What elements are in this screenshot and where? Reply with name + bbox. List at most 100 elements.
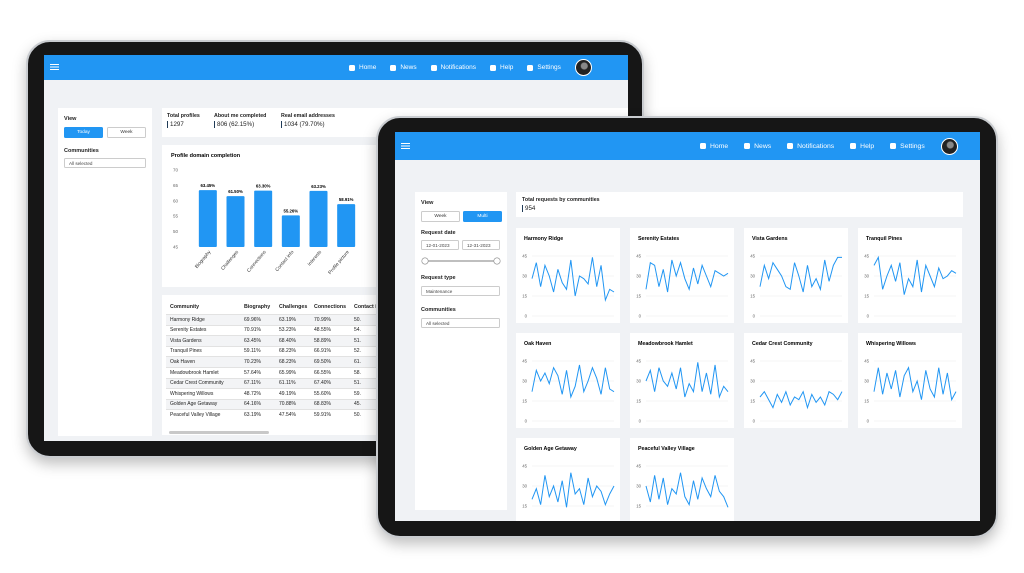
chart-title: Peaceful Valley Village <box>638 446 695 452</box>
data-label: 63.45% <box>201 183 216 188</box>
y-tick-label: 65 <box>173 183 179 188</box>
y-tick-label: 45 <box>636 359 641 364</box>
stat-label: Total profiles <box>167 113 200 119</box>
nav-item[interactable]: Help <box>850 143 874 150</box>
x-tick-label: Challenges <box>220 249 240 272</box>
table-cell: 53.23% <box>279 327 296 334</box>
table-cell: Oak Haven <box>170 358 196 365</box>
table-cell: 50. <box>354 411 361 418</box>
line-series <box>531 472 615 508</box>
table-cell: 64.16% <box>244 401 261 408</box>
view-button[interactable]: Multi <box>463 211 502 222</box>
nav-label: Notifications <box>797 142 835 150</box>
table-cell: 51. <box>354 380 361 387</box>
nav-icon <box>890 143 897 149</box>
line-chart: Oak Haven 0 15 30 45 <box>522 341 615 424</box>
table-cell: 58. <box>354 369 361 376</box>
y-tick-label: 60 <box>173 198 179 203</box>
table-cell: 63.19% <box>244 411 261 418</box>
y-tick-label: 45 <box>864 359 869 364</box>
table-cell: 68.83% <box>314 401 331 408</box>
nav-item[interactable]: Home <box>700 143 728 150</box>
scrollbar[interactable] <box>169 431 269 434</box>
nav-label: Help <box>860 142 875 150</box>
y-tick-label: 15 <box>636 399 641 404</box>
nav-label: Home <box>710 142 729 150</box>
chart-title: Whispering Willows <box>866 341 916 347</box>
total-card: Total requests by communities 954 <box>516 192 963 217</box>
chart-title: Meadowbrook Hamlet <box>638 341 693 347</box>
data-label: 63.23% <box>311 184 326 189</box>
line-chart-card: Serenity Estates 0 15 30 45 <box>630 228 734 323</box>
line-series <box>645 362 729 399</box>
header-bar: Home News Notifications Help Settings <box>44 55 628 80</box>
data-label: 63.30% <box>256 184 271 189</box>
view-button[interactable]: Today <box>64 127 103 138</box>
table-cell: 63.45% <box>244 337 261 344</box>
communities-select[interactable]: All selected <box>421 318 500 328</box>
view-button[interactable]: Week <box>107 127 146 138</box>
y-tick-label: 0 <box>867 419 870 424</box>
request-type-label: Request type <box>421 275 456 281</box>
nav-item[interactable]: Notifications <box>787 143 834 150</box>
table-cell: 49.19% <box>279 390 296 397</box>
line-series <box>531 364 615 399</box>
y-tick-label: 30 <box>522 379 527 384</box>
view-label: View <box>64 116 77 122</box>
y-tick-label: 15 <box>750 399 755 404</box>
y-tick-label: 0 <box>525 419 528 424</box>
table-row <box>166 324 462 337</box>
nav-label: Notifications <box>440 64 477 71</box>
menu-button[interactable] <box>50 64 59 66</box>
table-cell: Vista Gardens <box>170 337 202 344</box>
filter-panel: View Week Multi Request date 12-01-2023 … <box>415 192 507 510</box>
request-type-select[interactable]: Maintenance <box>421 286 500 296</box>
avatar[interactable] <box>574 59 592 76</box>
nav-icon <box>349 64 355 71</box>
date-to[interactable]: 12-31-2023 <box>462 240 500 250</box>
table-row <box>166 388 462 400</box>
table-cell: 69.50% <box>314 358 331 365</box>
nav-icon <box>527 64 534 71</box>
line-chart-card: Peaceful Valley Village0153045 <box>630 438 734 521</box>
request-date-label: Request date <box>421 230 456 236</box>
y-tick-label: 45 <box>522 254 527 259</box>
view-button[interactable]: Week <box>421 211 460 222</box>
table-row <box>166 409 462 421</box>
date-slider[interactable] <box>421 256 501 266</box>
y-tick-label: 0 <box>867 314 870 319</box>
line-chart: Meadowbrook Hamlet 0 15 30 45 <box>636 341 729 424</box>
y-tick-label: 30 <box>636 274 641 279</box>
avatar[interactable] <box>940 137 958 155</box>
table-cell: Harmony Ridge <box>170 316 205 323</box>
chart-title: Oak Haven <box>524 341 551 347</box>
y-tick-label: 0 <box>639 314 642 319</box>
y-tick-label: 55 <box>173 214 179 219</box>
bar <box>254 190 273 247</box>
table-cell: 70.23% <box>244 358 261 365</box>
communities-label: Communities <box>64 148 99 154</box>
y-tick-label: 0 <box>525 314 528 319</box>
x-tick-label: Connections <box>246 249 268 274</box>
communities-select[interactable]: All selected <box>64 158 146 168</box>
x-tick-label: Contact info <box>274 249 295 273</box>
y-tick-label: 15 <box>522 294 527 299</box>
nav-item[interactable]: News <box>744 143 771 150</box>
table-cell: 69.96% <box>244 316 261 323</box>
nav-item[interactable]: Help <box>490 64 513 71</box>
table-cell: 59. <box>354 390 361 397</box>
nav-item[interactable]: Notifications <box>430 64 477 71</box>
nav-item[interactable]: News <box>390 64 417 71</box>
line-series <box>873 366 957 402</box>
date-from[interactable]: 12-01-2023 <box>421 240 459 250</box>
nav-item[interactable]: Settings <box>527 64 561 71</box>
y-tick-label: 45 <box>636 254 641 259</box>
nav-item[interactable]: Home <box>349 64 376 71</box>
menu-button[interactable] <box>401 143 410 145</box>
y-tick-label: 70 <box>173 168 179 173</box>
nav-item[interactable]: Settings <box>890 143 925 150</box>
front-tablet: Home News Notifications Help Settings View W… <box>376 116 998 538</box>
table-row <box>166 335 462 347</box>
y-tick-label: 30 <box>750 274 755 279</box>
y-tick-label: 45 <box>173 245 179 250</box>
